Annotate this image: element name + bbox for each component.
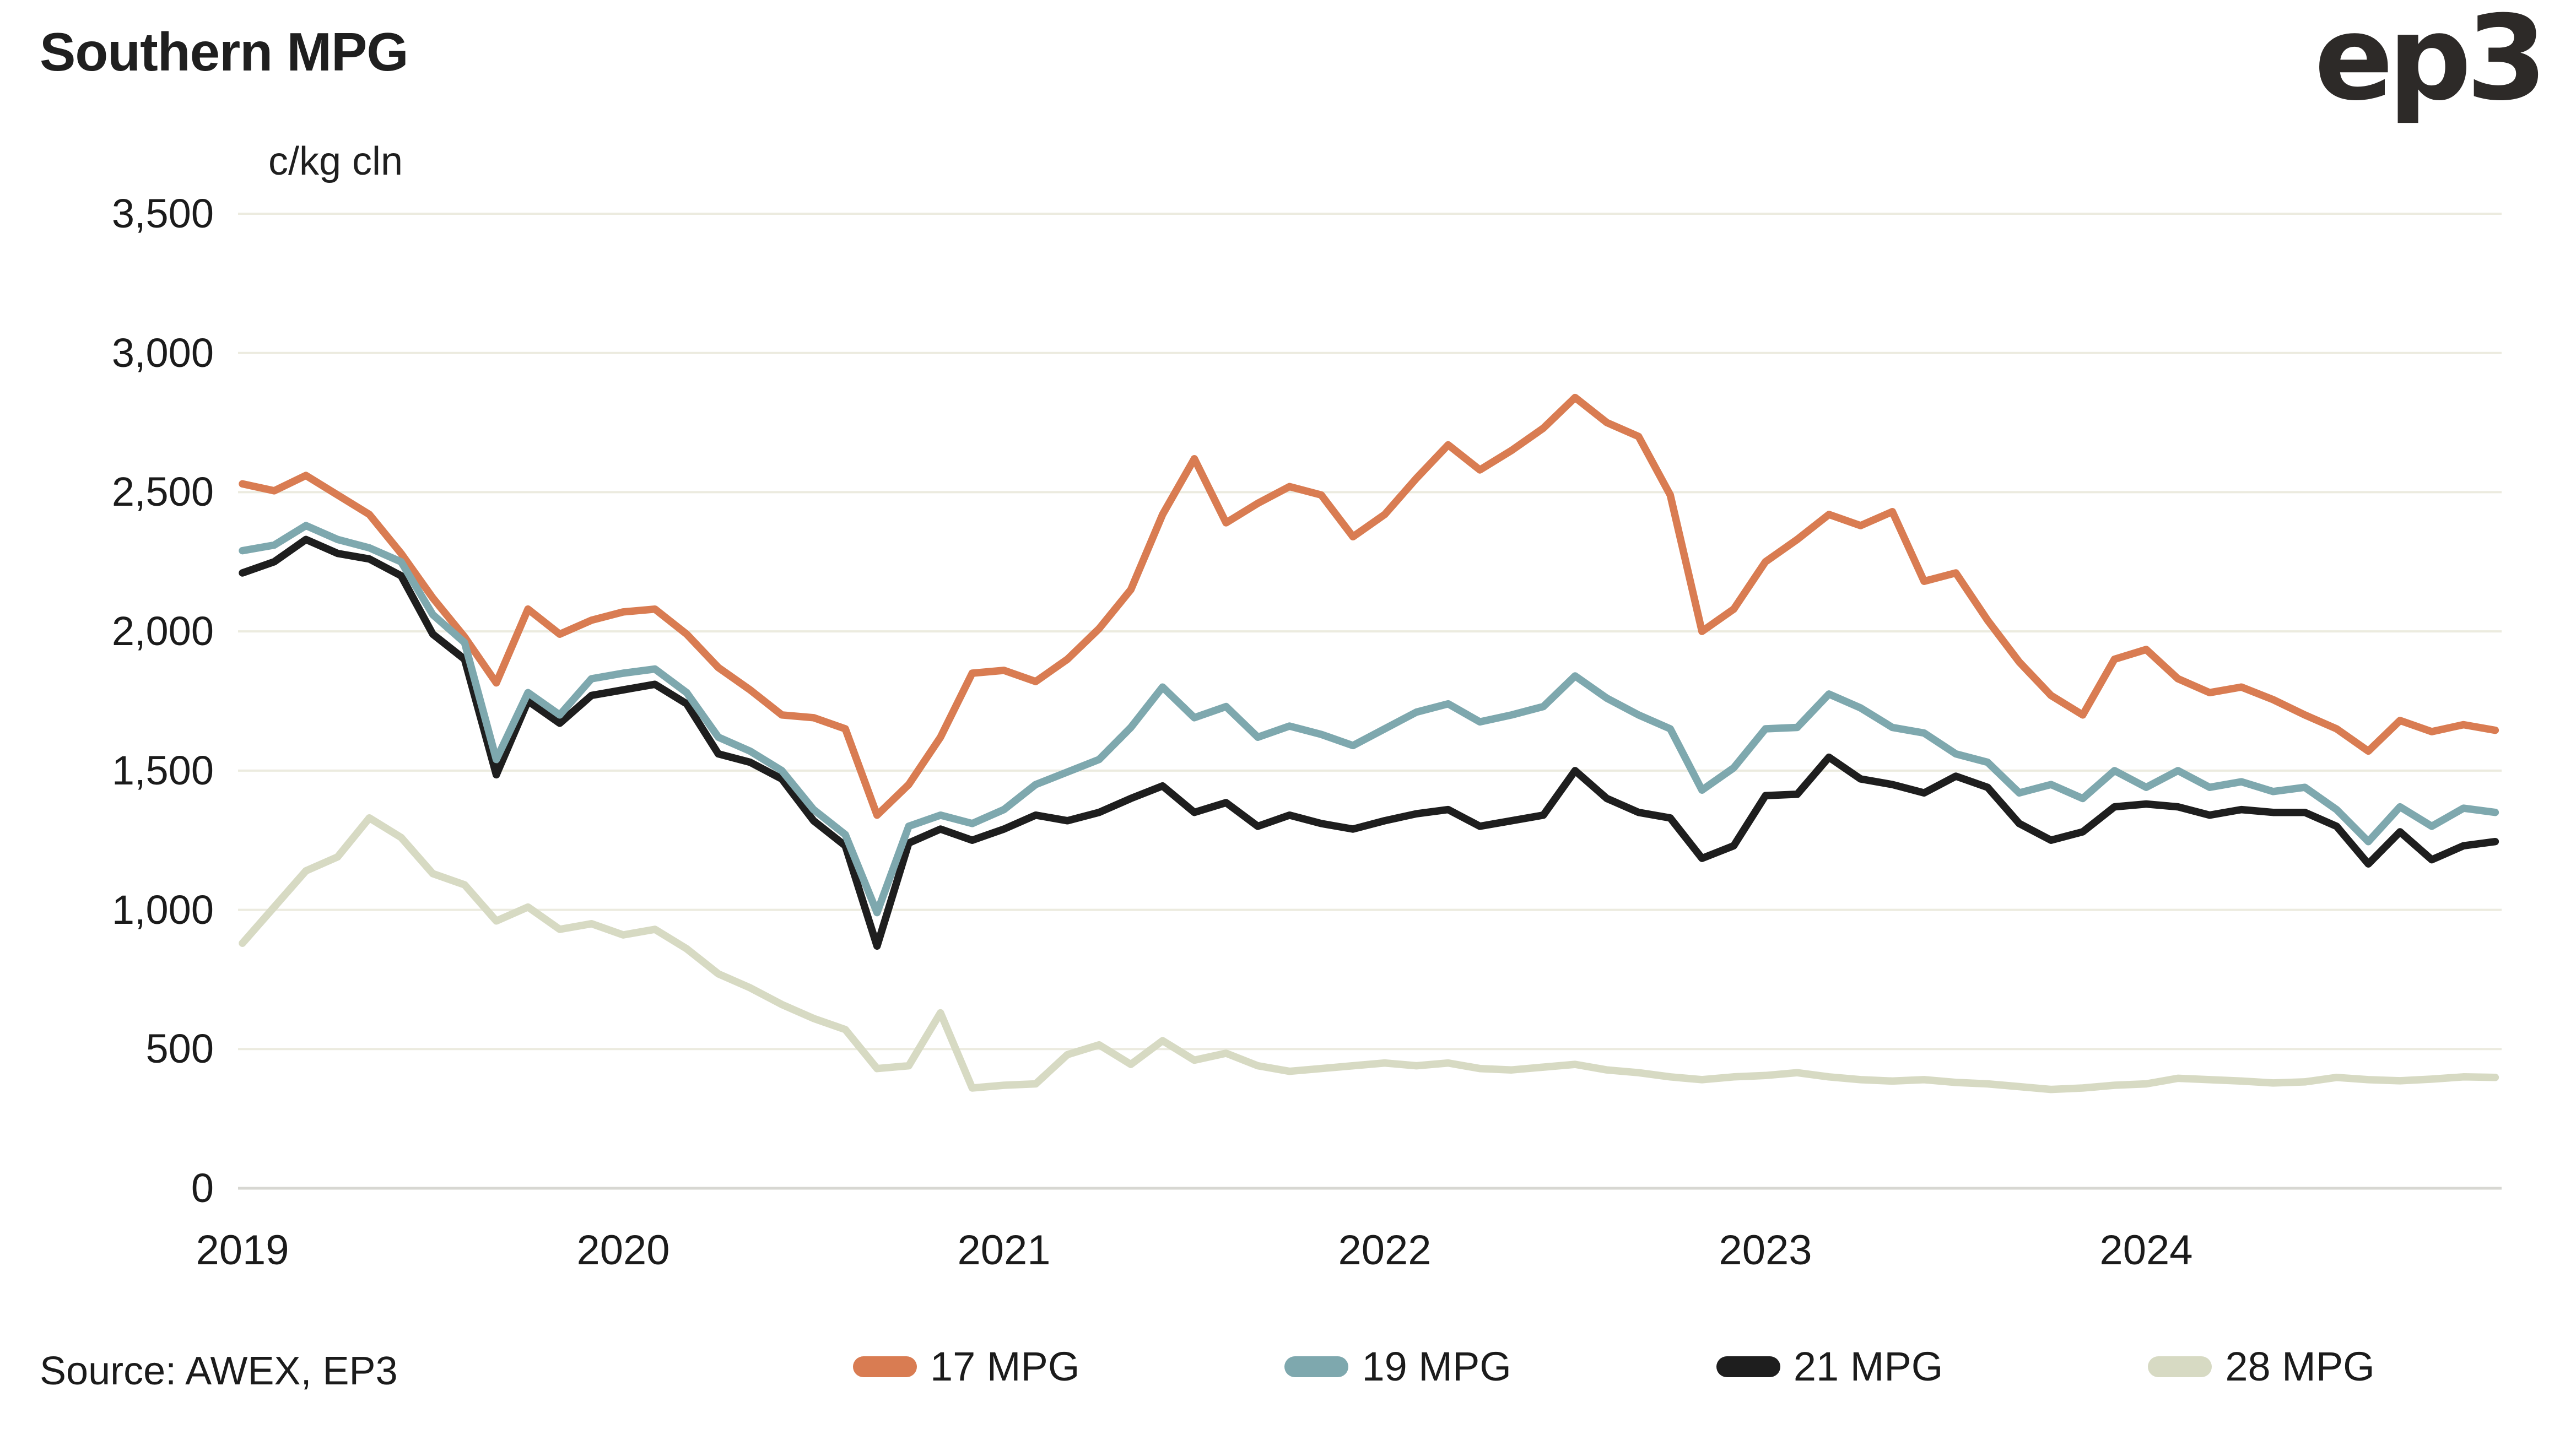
x-tick-label: 2022 [1338, 1227, 1432, 1274]
series-line-19-mpg [239, 522, 2499, 917]
ep3-logo: ep3 [2314, 0, 2547, 126]
chart-legend: 17 MPG 19 MPG 21 MPG 28 MPG [853, 1343, 2375, 1390]
y-tick-label: 1,500 [111, 747, 214, 793]
legend-item-19-mpg: 19 MPG [1284, 1343, 1511, 1390]
y-tick-label: 3,500 [111, 190, 214, 236]
source-note: Source: AWEX, EP3 [40, 1349, 398, 1393]
legend-label: 19 MPG [1362, 1344, 1511, 1389]
y-tick-label: 500 [145, 1026, 214, 1072]
legend-item-21-mpg: 21 MPG [1716, 1343, 1943, 1390]
x-tick-label: 2019 [196, 1227, 289, 1274]
chart-title: Southern MPG [40, 21, 409, 82]
series-line-28-mpg [239, 814, 2499, 1094]
legend-label: 21 MPG [1793, 1344, 1943, 1389]
legend-swatch-icon [853, 1356, 917, 1377]
legend-label: 28 MPG [2225, 1344, 2375, 1389]
legend-swatch-icon [2148, 1356, 2212, 1377]
x-tick-label: 2024 [2099, 1227, 2193, 1274]
y-tick-label: 1,000 [111, 886, 214, 933]
y-tick-label: 0 [191, 1165, 214, 1211]
x-tick-label: 2023 [1719, 1227, 1812, 1274]
y-tick-label: 2,500 [111, 469, 214, 515]
legend-swatch-icon [1716, 1356, 1780, 1377]
y-tick-label: 3,000 [111, 329, 214, 376]
legend-label: 17 MPG [930, 1344, 1080, 1389]
legend-item-28-mpg: 28 MPG [2148, 1343, 2375, 1390]
legend-swatch-icon [1284, 1356, 1349, 1377]
y-tick-label: 2,000 [111, 608, 214, 654]
y-axis-unit-label: c/kg cln [268, 139, 403, 183]
x-tick-label: 2021 [957, 1227, 1051, 1274]
series-line-17-mpg [239, 393, 2499, 819]
legend-item-17-mpg: 17 MPG [853, 1343, 1079, 1390]
series-line-21-mpg [239, 535, 2499, 950]
x-tick-label: 2020 [576, 1227, 670, 1274]
